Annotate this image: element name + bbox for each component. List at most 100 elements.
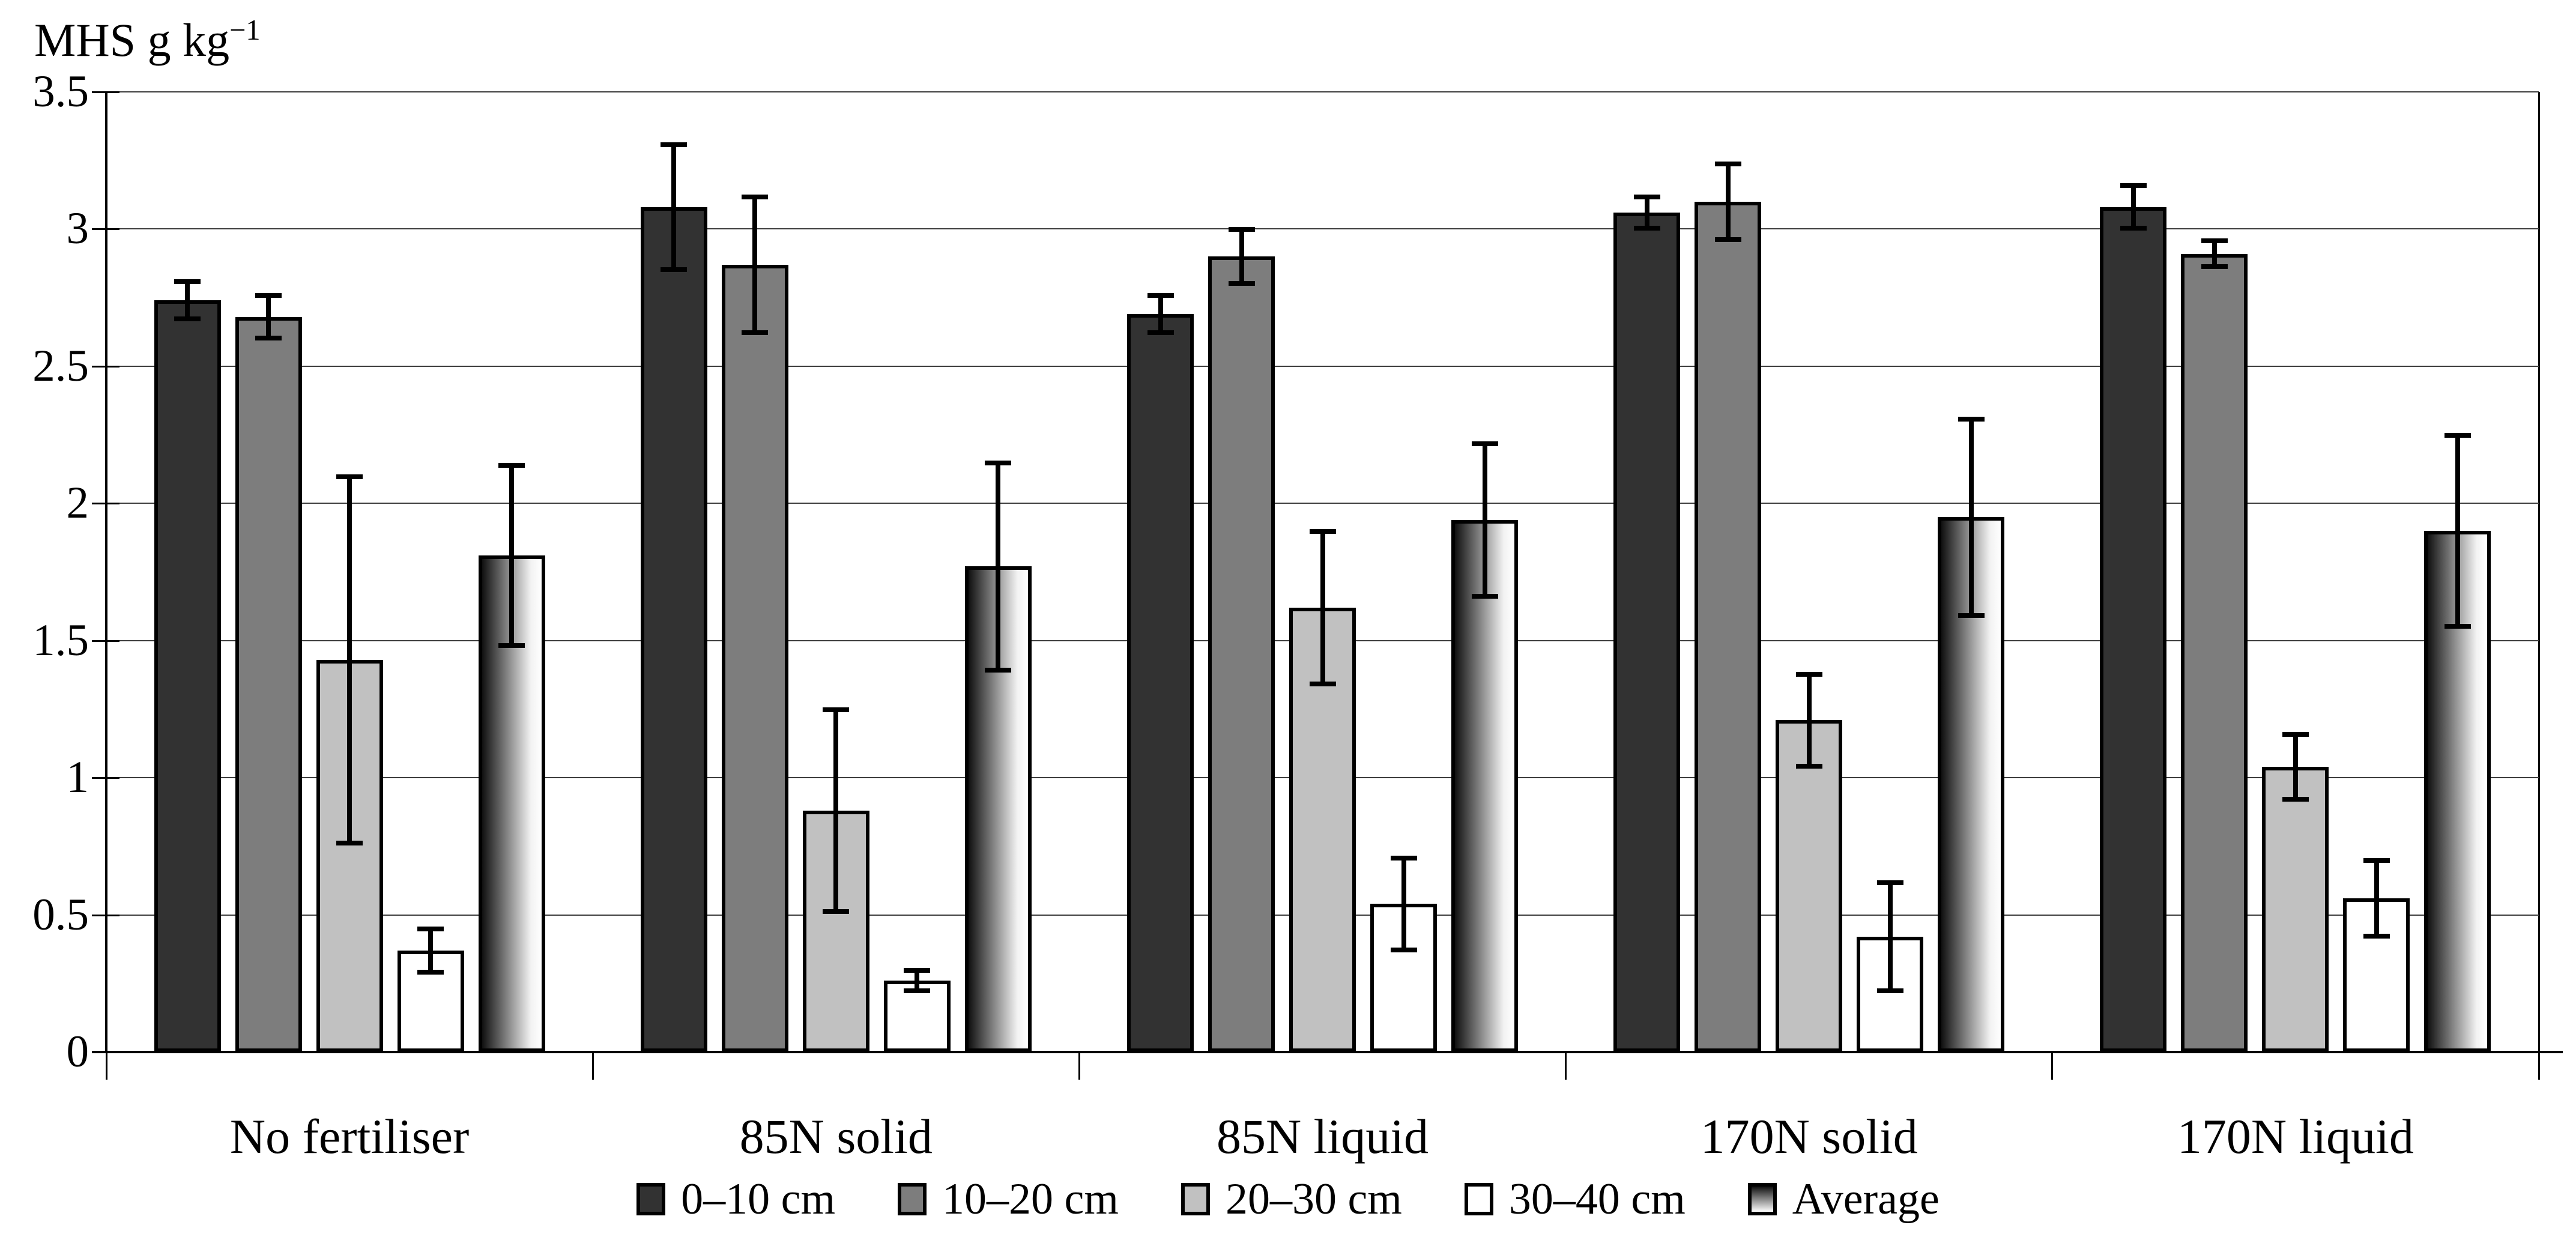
error-bar-30-40-cm-85n-liquid: [1401, 857, 1406, 951]
error-bar-cap-bottom-30-40-cm-85n-solid: [904, 988, 931, 994]
error-bar-cap-bottom-30-40-cm-85n-liquid: [1390, 947, 1417, 952]
error-bar-cap-bottom-0-10-cm-170n-liquid: [2120, 226, 2147, 231]
x-axis-tick-2: [1078, 1052, 1080, 1080]
legend-swatch-30-40-cm: [1464, 1183, 1493, 1215]
error-bar-cap-top-average-85n-liquid: [1471, 441, 1498, 446]
error-bar-cap-top-0-10-cm-85n-solid: [661, 142, 688, 147]
error-bar-cap-top-10-20-cm-170n-liquid: [2201, 238, 2228, 243]
error-bar-cap-top-30-40-cm-170n-solid: [1876, 880, 1903, 885]
error-bar-10-20-cm-170n-solid: [1725, 163, 1731, 240]
error-bar-cap-bottom-20-30-cm-no-fertiliser: [336, 840, 363, 845]
error-bar-cap-bottom-10-20-cm-85n-liquid: [1228, 280, 1255, 286]
error-bar-cap-top-20-30-cm-170n-liquid: [2282, 732, 2309, 737]
bar-10-20-cm-85n-solid: [721, 265, 788, 1052]
error-bar-average-no-fertiliser: [509, 465, 515, 646]
legend: 0–10 cm 10–20 cm 20–30 cm 30–40 cm Average: [0, 1172, 2576, 1226]
error-bar-cap-bottom-average-no-fertiliser: [498, 643, 525, 648]
error-bar-cap-bottom-0-10-cm-no-fertiliser: [174, 316, 201, 322]
legend-label-0-10-cm: 0–10 cm: [681, 1175, 836, 1224]
legend-item-30-40-cm: 30–40 cm: [1464, 1172, 1686, 1226]
error-bar-20-30-cm-170n-solid: [1806, 673, 1812, 767]
y-tick-label-3.5: 3.5: [32, 67, 89, 116]
error-bar-cap-top-10-20-cm-85n-liquid: [1228, 227, 1255, 232]
error-bar-cap-top-30-40-cm-no-fertiliser: [417, 927, 444, 932]
legend-swatch-average: [1747, 1183, 1777, 1215]
error-bar-20-30-cm-85n-solid: [833, 709, 839, 912]
x-axis-tick-1: [591, 1052, 594, 1080]
error-bar-0-10-cm-no-fertiliser: [185, 281, 190, 320]
y-axis-tick-2: [92, 503, 119, 505]
error-bar-cap-bottom-average-85n-solid: [985, 667, 1012, 673]
bar-20-30-cm-170n-liquid: [2262, 767, 2329, 1052]
error-bar-cap-top-30-40-cm-85n-liquid: [1390, 855, 1417, 860]
y-tick-label-3: 3: [66, 204, 89, 254]
y-axis-tick-0.5: [92, 914, 119, 916]
error-bar-20-30-cm-170n-liquid: [2293, 734, 2298, 800]
error-bar-10-20-cm-85n-liquid: [1239, 229, 1244, 284]
bar-0-10-cm-170n-liquid: [2100, 207, 2167, 1052]
legend-label-average: Average: [1792, 1175, 1940, 1224]
error-bar-30-40-cm-no-fertiliser: [428, 928, 434, 973]
y-tick-label-2: 2: [66, 478, 89, 528]
y-axis-title-exponent: −1: [229, 14, 261, 46]
x-axis-tick-5: [2538, 1052, 2540, 1080]
bar-10-20-cm-170n-solid: [1695, 202, 1762, 1052]
error-bar-cap-bottom-30-40-cm-no-fertiliser: [417, 969, 444, 975]
error-bar-cap-bottom-average-85n-liquid: [1471, 593, 1498, 599]
bar-0-10-cm-85n-liquid: [1127, 314, 1194, 1052]
x-category-label-170n-liquid: 170N liquid: [2177, 1109, 2414, 1164]
legend-swatch-20-30-cm: [1181, 1183, 1210, 1215]
legend-item-10-20-cm: 10–20 cm: [898, 1172, 1119, 1226]
y-tick-label-2.5: 2.5: [32, 340, 89, 391]
legend-label-20-30-cm: 20–30 cm: [1225, 1175, 1402, 1224]
error-bar-cap-bottom-30-40-cm-170n-liquid: [2363, 934, 2390, 939]
legend-item-20-30-cm: 20–30 cm: [1181, 1172, 1402, 1226]
bar-10-20-cm-170n-liquid: [2181, 254, 2248, 1052]
y-axis-tick-1.5: [92, 640, 119, 642]
y-axis-title: MHS g kg−1: [34, 13, 261, 67]
error-bar-average-85n-liquid: [1482, 443, 1487, 597]
y-tick-label-1.5: 1.5: [32, 615, 89, 665]
bar-10-20-cm-85n-liquid: [1208, 256, 1275, 1052]
bar-average-85n-liquid: [1451, 520, 1518, 1052]
y-axis-title-text: MHS g kg: [34, 14, 230, 66]
y-axis-tick-1: [92, 777, 119, 779]
error-bar-0-10-cm-170n-solid: [1644, 196, 1649, 229]
gridline-2: [106, 503, 2539, 504]
legend-label-10-20-cm: 10–20 cm: [942, 1175, 1119, 1224]
error-bar-average-170n-liquid: [2455, 435, 2460, 627]
plot-area: [92, 91, 2563, 1080]
error-bar-cap-top-10-20-cm-no-fertiliser: [255, 293, 282, 298]
error-bar-10-20-cm-85n-solid: [752, 196, 758, 334]
x-category-label-170n-solid: 170N solid: [1700, 1109, 1918, 1164]
error-bar-cap-bottom-30-40-cm-170n-solid: [1876, 988, 1903, 994]
error-bar-cap-bottom-10-20-cm-85n-solid: [742, 330, 769, 336]
legend-item-average: Average: [1747, 1172, 1940, 1226]
y-axis-tick-2.5: [92, 365, 119, 367]
error-bar-cap-top-average-170n-solid: [1958, 416, 1985, 422]
y-tick-label-0.5: 0.5: [32, 889, 89, 940]
error-bar-cap-bottom-0-10-cm-85n-solid: [661, 267, 688, 272]
bar-20-30-cm-170n-solid: [1776, 720, 1843, 1052]
error-bar-30-40-cm-85n-solid: [915, 969, 920, 992]
y-tick-label-0: 0: [66, 1027, 89, 1077]
x-axis-line: [92, 1051, 2563, 1053]
error-bar-cap-top-20-30-cm-85n-solid: [823, 707, 850, 712]
legend-swatch-0-10-cm: [636, 1183, 666, 1215]
error-bar-30-40-cm-170n-solid: [1887, 882, 1893, 992]
error-bar-cap-top-20-30-cm-170n-solid: [1795, 671, 1822, 677]
y-axis-tick-3: [92, 228, 119, 231]
x-axis-tick-0: [105, 1052, 107, 1080]
error-bar-cap-bottom-10-20-cm-170n-solid: [1714, 237, 1741, 242]
error-bar-cap-top-0-10-cm-no-fertiliser: [174, 279, 201, 285]
plot-right-border: [2538, 92, 2540, 1052]
error-bar-cap-top-20-30-cm-no-fertiliser: [336, 474, 363, 479]
x-category-label-85n-solid: 85N solid: [739, 1109, 933, 1164]
y-axis-tick-3.5: [92, 91, 119, 93]
error-bar-10-20-cm-no-fertiliser: [266, 295, 271, 339]
x-category-label-no-fertiliser: No fertiliser: [229, 1109, 470, 1164]
error-bar-20-30-cm-85n-liquid: [1320, 530, 1325, 685]
error-bar-cap-top-0-10-cm-170n-solid: [1633, 194, 1660, 199]
error-bar-cap-top-0-10-cm-85n-liquid: [1147, 293, 1174, 298]
